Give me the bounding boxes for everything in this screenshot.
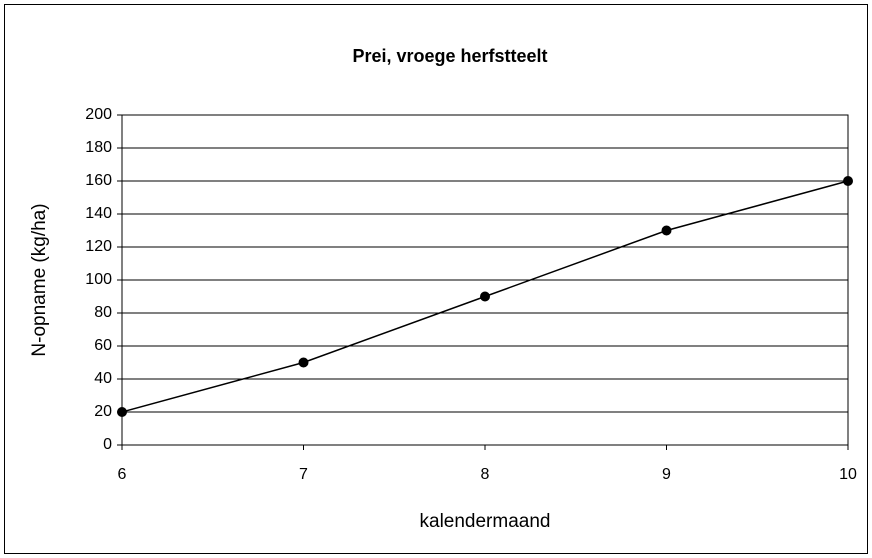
y-tick-label: 120 xyxy=(85,238,112,255)
y-tick-label: 200 xyxy=(85,106,112,123)
y-tick-label: 20 xyxy=(94,403,112,420)
y-tick-label: 100 xyxy=(85,271,112,288)
y-axis-title: N-opname (kg/ha) xyxy=(29,203,50,356)
y-tick-label: 140 xyxy=(85,205,112,222)
y-tick-label: 180 xyxy=(85,139,112,156)
x-tick-label: 7 xyxy=(299,466,308,483)
chart-title: Prei, vroege herfstteelt xyxy=(352,46,547,66)
x-tick-label: 8 xyxy=(481,466,490,483)
y-tick-label: 80 xyxy=(94,304,112,321)
data-point xyxy=(480,291,490,302)
y-tick-label: 40 xyxy=(94,370,112,387)
data-point xyxy=(661,225,672,236)
x-tick-label: 6 xyxy=(118,466,127,483)
x-axis-title: kalendermaand xyxy=(420,511,551,532)
y-tick-label: 0 xyxy=(103,436,112,453)
y-tick-label: 160 xyxy=(85,172,112,189)
data-point xyxy=(298,357,309,368)
x-tick-label: 9 xyxy=(662,466,671,483)
data-point xyxy=(843,176,853,186)
y-tick-label: 60 xyxy=(94,337,112,354)
x-tick-label: 10 xyxy=(839,466,857,483)
data-point xyxy=(117,407,127,417)
